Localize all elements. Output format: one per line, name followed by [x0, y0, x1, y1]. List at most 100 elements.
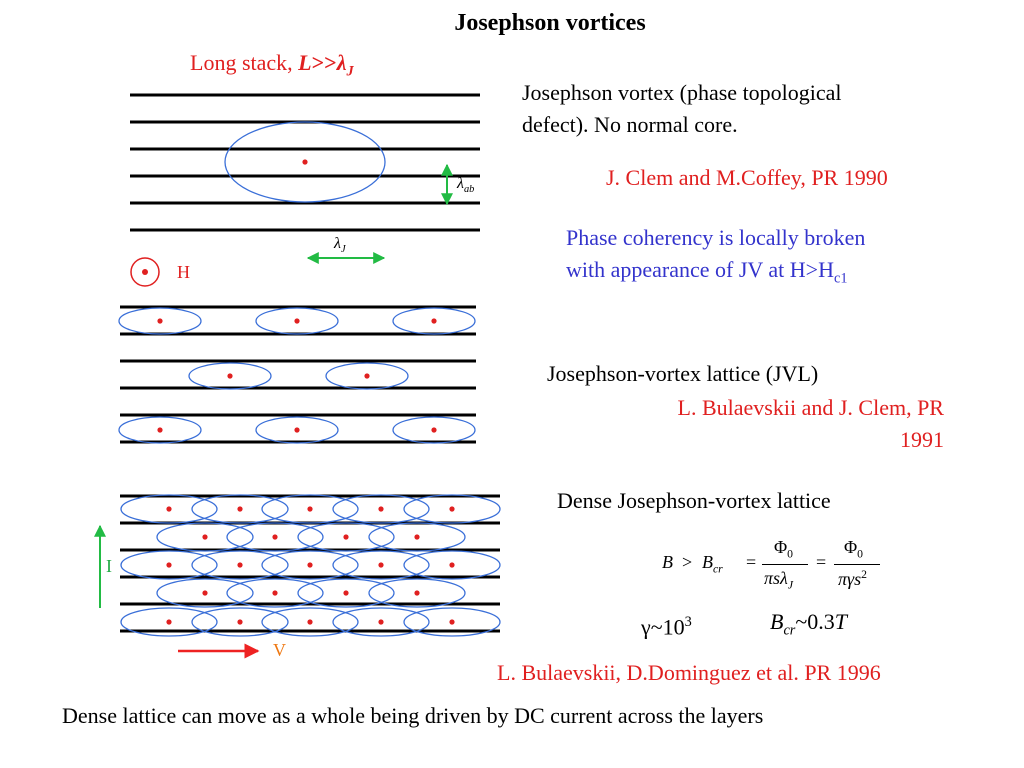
vortex-core-dot [237, 619, 243, 625]
formula-den1-sub: J [787, 578, 794, 592]
bcr-value: Bcr~0.3T [770, 606, 847, 646]
vortex-core-dot [431, 427, 437, 433]
formula-Bcr: B [702, 552, 713, 572]
phase-line2-text: with appearance of JV at H>H [566, 257, 834, 282]
dense-vortex-ellipse [156, 522, 254, 552]
long-stack-label: Long stack, L>>λJ [190, 50, 354, 80]
long-stack-lambda: λ [336, 50, 347, 75]
vortex-core-dot [202, 590, 208, 596]
lambda-ab-symbol: λ [457, 175, 464, 192]
dense-vortex-ellipse [156, 578, 254, 608]
dense-lattice-heading: Dense Josephson-vortex lattice [557, 488, 831, 513]
dense-vortex-ellipse [226, 578, 324, 608]
dense-vortex-ellipse [368, 522, 466, 552]
dense-vortex-ellipse [120, 607, 218, 637]
vortex-core-dot [378, 619, 384, 625]
dense-vortex-ellipse [191, 550, 289, 580]
dense-vortex-ellipse [368, 578, 466, 608]
lattice-vortex-ellipse [255, 307, 339, 335]
vortex-core-dot [272, 590, 278, 596]
dense-vortex-ellipse [332, 607, 430, 637]
single-vortex-ellipse [224, 121, 386, 203]
vortex-core-dot [307, 562, 313, 568]
formula-eq2: = [816, 552, 827, 572]
vortex-core-dot [166, 506, 172, 512]
bcr-B: B [770, 609, 784, 634]
vortex-core-dot [449, 562, 455, 568]
dense-vortex-ellipse [332, 494, 430, 524]
phase-coherency-text: Phase coherency is locally broken with a… [566, 222, 865, 294]
phase-line2: with appearance of JV at H>Hc1 [566, 254, 865, 294]
lattice-vortex-ellipse [392, 307, 476, 335]
long-stack-sub: J [346, 63, 354, 80]
vortex-core-dot [272, 534, 278, 540]
dense-vortex-ellipse [403, 607, 501, 637]
vortex-core-dot [431, 318, 437, 324]
formula-den1: πsλ [764, 568, 788, 588]
vortex-core-dot [414, 590, 420, 596]
lambda-ab-label: λab [457, 175, 474, 195]
vortex-core-dot [378, 562, 384, 568]
lattice-vortex-ellipse [188, 362, 272, 390]
vortex-core-dot [343, 534, 349, 540]
dense-vortex-ellipse [297, 522, 395, 552]
vortex-core-dot [237, 562, 243, 568]
bottom-caption: Dense lattice can move as a whole being … [62, 703, 764, 728]
vortex-description: Josephson vortex (phase topological defe… [522, 77, 842, 141]
fraction-bar-1 [762, 564, 808, 565]
vortex-core-dot [364, 373, 370, 379]
long-stack-L: L [298, 50, 312, 75]
gamma-sup: 3 [684, 614, 692, 630]
lambda-J-symbol: λ [334, 235, 341, 252]
phase-line1: Phase coherency is locally broken [566, 225, 866, 250]
dense-vortex-ellipse [403, 550, 501, 580]
dense-vortex-ellipse [261, 607, 359, 637]
formula-eq1: = [746, 552, 757, 572]
vortex-core-dot [378, 506, 384, 512]
slide-title: Josephson vortices [454, 10, 646, 36]
lattice-vortex-ellipse [325, 362, 409, 390]
bcr-T: T [834, 609, 848, 634]
vortex-core-dot [302, 159, 308, 165]
critical-field-formula: B > Bcr = Φ0 πsλJ = Φ0 πγs2 [662, 535, 892, 595]
formula-B: B [662, 552, 673, 572]
dense-vortex-ellipse [120, 494, 218, 524]
fraction-bar-2 [834, 564, 880, 565]
vortex-core-dot [307, 506, 313, 512]
dense-vortex-ellipse [261, 494, 359, 524]
vortex-core-dot [202, 534, 208, 540]
long-stack-gg: >> [311, 50, 337, 75]
vortex-core-dot [307, 619, 313, 625]
lattice-vortex-ellipse [392, 416, 476, 444]
vortex-core-dot [157, 318, 163, 324]
lattice-vortex-ellipse [255, 416, 339, 444]
lambda-J-sub: J [340, 244, 346, 256]
ref-clem-coffey: J. Clem and M.Coffey, PR 1990 [606, 165, 888, 190]
lambda-ab-sub: ab [463, 184, 475, 196]
lattice-vortex-ellipse [118, 416, 202, 444]
vortex-core-dot [294, 318, 300, 324]
field-symbol-circle [130, 257, 160, 287]
field-label: H [177, 262, 190, 282]
dense-vortex-ellipse [332, 550, 430, 580]
vortex-core-dot [166, 562, 172, 568]
vortex-core-dot [414, 534, 420, 540]
formula-phi0-b: Φ [844, 537, 858, 557]
formula-phi0-a: Φ [774, 537, 788, 557]
vortex-desc-line1: Josephson vortex (phase topological [522, 80, 842, 105]
vortex-core-dot [343, 590, 349, 596]
vortex-core-dot [294, 427, 300, 433]
bulaevskii-line2: 1991 [900, 427, 944, 452]
vortex-desc-line2: defect). No normal core. [522, 112, 738, 137]
formula-gt: > [682, 552, 693, 572]
dense-vortex-ellipse [261, 550, 359, 580]
vortex-core-dot [449, 619, 455, 625]
vortex-core-dot [166, 619, 172, 625]
formula-phi0-a-sub: 0 [787, 547, 794, 561]
ref-bulaevskii-dominguez: L. Bulaevskii, D.Dominguez et al. PR 199… [497, 660, 881, 685]
dense-vortex-ellipse [191, 607, 289, 637]
vortex-core-dot [237, 506, 243, 512]
lattice-vortex-ellipse [118, 307, 202, 335]
bulaevskii-line1: L. Bulaevskii and J. Clem, PR [677, 395, 944, 420]
